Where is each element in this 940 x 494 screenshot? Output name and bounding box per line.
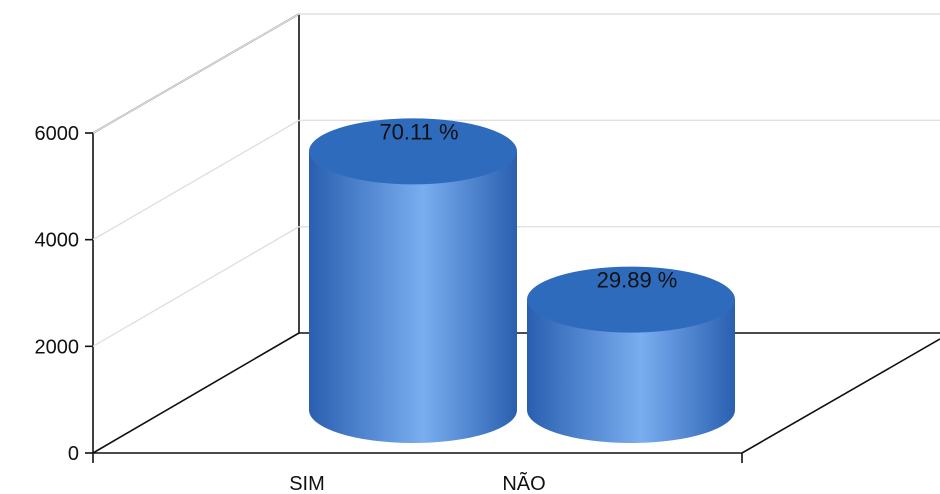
gridline-left-2 bbox=[92, 119, 300, 241]
bar-body bbox=[527, 299, 735, 443]
y-tick-label: 4000 bbox=[35, 230, 80, 252]
y-tick-label: 2000 bbox=[35, 336, 80, 358]
data-label: 70.11 % bbox=[379, 119, 458, 144]
gridline-left-1 bbox=[92, 226, 300, 347]
y-tick-label: 0 bbox=[68, 443, 79, 465]
bar-no bbox=[527, 266, 735, 443]
bars: 70.11 % 29.89 % bbox=[309, 118, 735, 444]
bar-sim bbox=[309, 118, 517, 444]
y-tick-label: 6000 bbox=[35, 123, 80, 145]
x-tick-label: SIM bbox=[289, 473, 325, 494]
bar-top-cap bbox=[309, 118, 517, 185]
y-axis-ticks: 0 2000 4000 6000 bbox=[35, 123, 93, 465]
bar-body bbox=[309, 151, 517, 444]
bar-top-cap bbox=[527, 266, 735, 333]
gridline-left-3 bbox=[92, 13, 300, 134]
data-label: 29.89 % bbox=[597, 268, 678, 293]
floor-left-edge bbox=[92, 332, 300, 454]
x-tick-label: NÃO bbox=[502, 471, 545, 494]
x-axis-labels: SIM NÃO bbox=[289, 471, 545, 494]
floor-right-edge bbox=[741, 338, 940, 454]
